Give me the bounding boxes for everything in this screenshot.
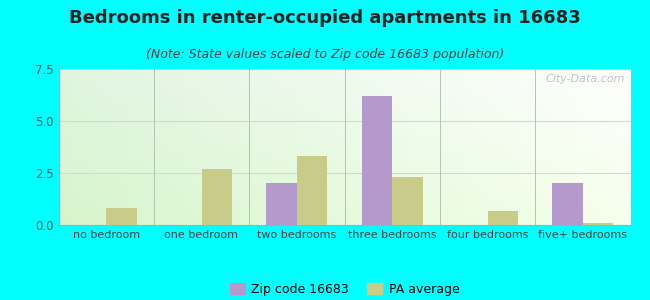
Bar: [106, 208, 136, 225]
Bar: [583, 223, 614, 225]
Legend: Zip code 16683, PA average: Zip code 16683, PA average: [225, 278, 464, 300]
Text: (Note: State values scaled to Zip code 16683 population): (Note: State values scaled to Zip code 1…: [146, 48, 504, 61]
Bar: [392, 177, 422, 225]
Text: Bedrooms in renter-occupied apartments in 16683: Bedrooms in renter-occupied apartments i…: [69, 9, 581, 27]
Text: City-Data.com: City-Data.com: [545, 74, 625, 84]
Bar: [488, 212, 518, 225]
Bar: [266, 183, 297, 225]
Bar: [202, 169, 232, 225]
Bar: [297, 156, 328, 225]
Bar: [361, 96, 392, 225]
Bar: [552, 183, 583, 225]
